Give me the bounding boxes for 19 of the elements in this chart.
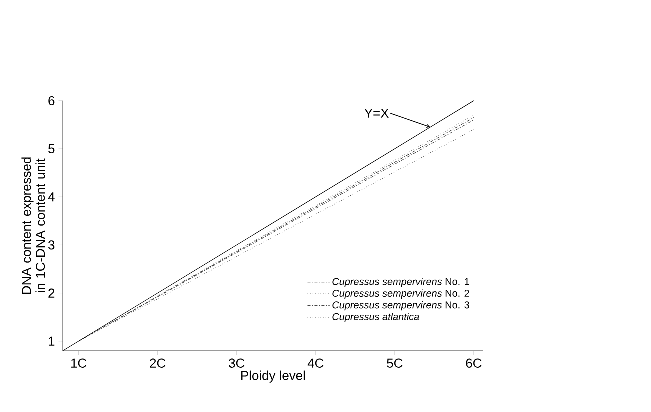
x-tick-label: 1C (72, 358, 87, 368)
y-tick-label: 1 (49, 336, 55, 346)
annotation: Y=X (364, 108, 389, 118)
x-tick-label: 3C (229, 358, 245, 368)
legend-label: Cupressus sempervirens No. 2 (332, 290, 470, 299)
y-tick-label: 6 (48, 96, 55, 106)
legend-label: Cupressus sempervirens No. 1 (332, 278, 470, 288)
y-tick-label: 2 (48, 288, 55, 298)
legend-label: Cupressus atlantica (332, 313, 420, 322)
y-tick-label: 5 (48, 144, 55, 154)
x-axis-title: Ploidy level (242, 370, 306, 383)
x-tick-label: 4C (308, 358, 324, 368)
x-tick-label: 2C (150, 358, 166, 368)
y-tick-label: 3 (48, 240, 55, 250)
x-tick-label: 5C (387, 358, 403, 368)
y-tick-label: 4 (48, 192, 55, 202)
x-tick-label: 6C (466, 358, 482, 368)
y-axis-title: DNA content expressed in 1C-DNA content unit (22, 158, 46, 294)
legend-label: Cupressus sempervirens No. 3 (332, 301, 470, 311)
